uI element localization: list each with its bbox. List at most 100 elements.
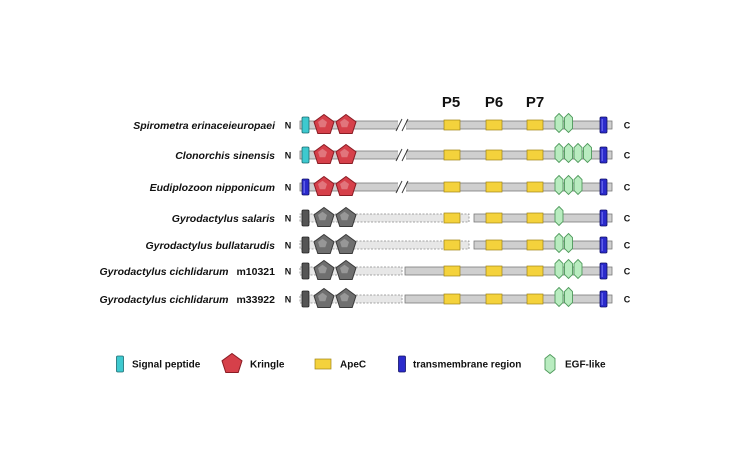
row-6-apec-2 [485, 293, 503, 305]
row-2-break-mark-2 [401, 180, 409, 194]
row-5-kringle-highlight-1 [318, 264, 327, 274]
legend-kringle-swatch [221, 352, 243, 373]
protein-row-6: Gyrodactylus cichlidarum m10321 N C [99, 258, 631, 280]
row-6-species-label: Gyrodactylus cichlidarum m33922 [99, 294, 275, 306]
row-2-egf-domain-1 [554, 174, 564, 196]
row-4-kringle-highlight-2 [340, 238, 349, 248]
row-3-c-terminus: C [624, 214, 631, 224]
row-4-kringle-1 [313, 233, 335, 254]
row-6-c-terminus: C [624, 295, 631, 305]
row-3-signal-peptide-grey [301, 209, 310, 227]
row-0-kringle-highlight-2 [340, 118, 349, 128]
row-2-break-mark-1 [395, 180, 403, 194]
row-3-backbone-missing [299, 213, 470, 223]
row-1-apec-3 [526, 149, 544, 161]
row-1-transmembrane-c [599, 146, 608, 164]
row-1-egf-domain-3 [573, 142, 583, 164]
row-0-c-terminus: C [624, 121, 631, 131]
row-0-egf-domain-1 [554, 112, 564, 134]
row-3-kringle-1 [313, 206, 335, 227]
row-0-apec-2 [485, 119, 503, 131]
row-4-kringle-highlight-1 [318, 238, 327, 248]
row-6-apec-3 [526, 293, 544, 305]
protein-row-4: Gyrodactylus salaris N C [172, 205, 631, 227]
row-0-egf-domain-2 [564, 112, 573, 134]
row-6-kringle-2 [335, 287, 357, 308]
row-1-break-mark-2 [401, 148, 409, 162]
row-1-signal-peptide [301, 146, 310, 164]
row-1-apec-1 [443, 149, 461, 161]
row-1-transmembrane-shine-c [601, 149, 603, 161]
row-3-transmembrane-c [599, 209, 608, 227]
row-2-egf-domain-2 [564, 174, 573, 196]
row-6-kringle-1 [313, 287, 335, 308]
row-1-egf-domain-2 [564, 142, 573, 164]
row-2-transmembrane-shine-n [303, 181, 305, 193]
row-1-kringle-1 [313, 143, 335, 164]
row-0-species-label: Spirometra erinaceieuropaei [133, 120, 276, 132]
legend: Signal peptide Kringle ApeC transmembrane r… [116, 352, 606, 375]
protein-row-2: Clonorchis sinensis N C [175, 142, 631, 164]
row-4-c-terminus: C [624, 241, 631, 251]
row-2-transmembrane-shine-c [601, 181, 603, 193]
row-4-signal-peptide-grey [301, 236, 310, 254]
row-5-egf-domain-1 [554, 258, 564, 280]
legend-label-transmembrane: transmembrane region [413, 360, 521, 371]
row-0-break-gap [398, 119, 406, 131]
row-2-kringle-highlight-1 [318, 180, 327, 190]
row-1-kringle-highlight-2 [340, 148, 349, 158]
row-5-apec-2 [485, 265, 503, 277]
legend-label-signal-peptide: Signal peptide [132, 360, 201, 371]
row-5-backbone [404, 266, 613, 276]
row-0-transmembrane-shine-c [601, 119, 603, 131]
protein-rows: Spirometra erinaceieuropaei N CClonorchis … [99, 112, 631, 308]
row-2-kringle-2 [335, 175, 357, 196]
row-5-transmembrane-shine-c [601, 265, 603, 277]
row-2-kringle-1 [313, 175, 335, 196]
protein-row-3: Eudiplozoon nipponicum N C [150, 174, 631, 196]
row-2-apec-2 [485, 181, 503, 193]
row-0-break-mark-2 [401, 118, 409, 132]
row-5-kringle-highlight-2 [340, 264, 349, 274]
row-6-species-suffix: m33922 [236, 294, 275, 306]
position-label-p5: P5 [442, 94, 460, 111]
row-5-n-terminus: N [285, 267, 292, 277]
row-2-species-label: Eudiplozoon nipponicum [150, 182, 275, 194]
row-4-apec-3 [526, 239, 544, 251]
row-6-egf-domain-1 [554, 286, 564, 308]
protein-row-5: Gyrodactylus bullatarudis N C [145, 232, 631, 254]
protein-row-7: Gyrodactylus cichlidarum m33922 N C [99, 286, 631, 308]
row-1-n-terminus: N [285, 151, 292, 161]
row-6-backbone [404, 294, 613, 304]
legend-label-egf: EGF-like [565, 360, 606, 371]
row-5-species-label: Gyrodactylus cichlidarum m10321 [99, 266, 275, 278]
row-4-egf-domain-1 [554, 232, 564, 254]
row-5-egf-domain-3 [573, 258, 583, 280]
legend-item-apec: ApeC [314, 358, 366, 371]
row-3-apec-3 [526, 212, 544, 224]
row-0-break-mark-1 [395, 118, 403, 132]
row-1-c-terminus: C [624, 151, 631, 161]
row-2-apec-1 [443, 181, 461, 193]
row-5-transmembrane-c [599, 262, 608, 280]
row-0-apec-3 [526, 119, 544, 131]
row-2-n-terminus: N [285, 183, 292, 193]
row-5-signal-peptide-grey [301, 262, 310, 280]
row-3-transmembrane-shine-c [601, 212, 603, 224]
row-5-apec-3 [526, 265, 544, 277]
row-5-species-name: Gyrodactylus cichlidarum [99, 266, 228, 278]
row-1-egf-domain-4 [583, 142, 592, 164]
row-0-kringle-highlight-1 [318, 118, 327, 128]
row-1-break-gap [398, 149, 406, 161]
row-5-kringle-1 [313, 259, 335, 280]
row-0-transmembrane-c [599, 116, 608, 134]
row-3-apec-2 [485, 212, 503, 224]
row-1-kringle-highlight-1 [318, 148, 327, 158]
row-4-egf-domain-2 [564, 232, 573, 254]
row-4-apec-1 [443, 239, 461, 251]
row-4-backbone-missing [299, 240, 470, 250]
row-3-species-label: Gyrodactylus salaris [172, 213, 275, 225]
legend-item-kringle: Kringle [221, 352, 285, 373]
row-4-apec-2 [485, 239, 503, 251]
